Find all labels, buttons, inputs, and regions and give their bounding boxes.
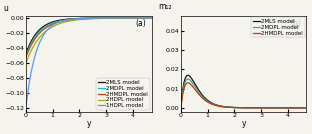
- 2HMDPL model: [119, 17, 122, 19]
- 2MLS model: [81, 18, 85, 19]
- Line: 2MLS model: 2MLS model: [26, 18, 152, 54]
- 2HDPL model: [98, 18, 102, 19]
- 2MLS model: [108, 17, 112, 19]
- 2MLS model: [56, 20, 60, 21]
- 2MDPL model: [81, 18, 85, 19]
- 2MDPL model: [236, 107, 240, 108]
- 2MLS model: [236, 107, 240, 108]
- 2HMDPL model: [202, 98, 205, 100]
- Y-axis label: u: u: [3, 4, 8, 13]
- Text: (a): (a): [136, 19, 147, 28]
- 2MDPL model: [24, 55, 28, 56]
- Legend: 2MLS model, 2MDPL model, 2HMDPL model, 2HDPL model, 1HDPL model: 2MLS model, 2MDPL model, 2HMDPL model, 2…: [96, 78, 150, 110]
- 2HDPL model: [150, 17, 154, 19]
- Line: 2HDPL model: 2HDPL model: [26, 18, 152, 63]
- Line: 2MLS model: 2MLS model: [181, 75, 306, 108]
- Line: 1HDPL model: 1HDPL model: [26, 18, 152, 106]
- 2MLS model: [305, 107, 308, 109]
- 2MDPL model: [186, 78, 190, 80]
- 2MLS model: [119, 17, 122, 19]
- 2HMDPL model: [236, 107, 240, 108]
- X-axis label: y: y: [86, 119, 91, 129]
- 2HMDPL model: [98, 17, 102, 19]
- 1HDPL model: [119, 17, 122, 19]
- 2HDPL model: [24, 62, 28, 64]
- 2HDPL model: [119, 17, 122, 19]
- 2MLS model: [212, 103, 215, 105]
- 2MDPL model: [212, 103, 215, 105]
- 1HDPL model: [24, 106, 28, 107]
- 2MDPL model: [98, 17, 102, 19]
- 2HMDPL model: [56, 21, 60, 23]
- 2MDPL model: [179, 107, 183, 109]
- 2MLS model: [46, 23, 50, 25]
- 2HMDPL model: [24, 56, 28, 58]
- 1HDPL model: [108, 17, 112, 19]
- 2MLS model: [98, 17, 102, 19]
- 2HDPL model: [81, 18, 85, 20]
- 2MLS model: [24, 53, 28, 55]
- 2HDPL model: [56, 23, 60, 25]
- Line: 2MDPL model: 2MDPL model: [181, 79, 306, 108]
- 2MDPL model: [56, 21, 60, 22]
- 1HDPL model: [150, 17, 154, 19]
- 2HMDPL model: [186, 82, 190, 84]
- 2MDPL model: [150, 17, 154, 19]
- 2MDPL model: [263, 107, 267, 109]
- Line: 2HMDPL model: 2HMDPL model: [26, 18, 152, 57]
- 2HMDPL model: [305, 107, 308, 109]
- 2MDPL model: [46, 24, 50, 26]
- 2HMDPL model: [108, 17, 112, 19]
- X-axis label: y: y: [241, 119, 246, 129]
- Line: 2MDPL model: 2MDPL model: [26, 18, 152, 55]
- 2MDPL model: [119, 17, 122, 19]
- 2MLS model: [202, 95, 205, 97]
- 2MDPL model: [108, 17, 112, 19]
- 2HMDPL model: [81, 18, 85, 20]
- 1HDPL model: [98, 17, 102, 19]
- Text: (b): (b): [290, 19, 301, 28]
- 2HDPL model: [108, 17, 112, 19]
- 2HMDPL model: [212, 104, 215, 106]
- 2MLS model: [274, 107, 277, 109]
- 1HDPL model: [46, 28, 50, 30]
- 1HDPL model: [56, 21, 60, 23]
- 1HDPL model: [81, 18, 85, 19]
- 2MLS model: [150, 17, 154, 19]
- 2MLS model: [263, 107, 267, 109]
- 2MDPL model: [202, 97, 205, 98]
- 2HMDPL model: [263, 107, 267, 109]
- Line: 2HMDPL model: 2HMDPL model: [181, 83, 306, 108]
- 2MDPL model: [274, 107, 277, 109]
- 2HMDPL model: [150, 17, 154, 19]
- 2MDPL model: [305, 107, 308, 109]
- 2HDPL model: [46, 29, 50, 30]
- 2HMDPL model: [46, 26, 50, 27]
- Legend: 2MLS model, 2MDPL model, 2HMDPL model: 2MLS model, 2MDPL model, 2HMDPL model: [251, 17, 305, 37]
- 2MDPL model: [253, 107, 257, 109]
- 2MLS model: [186, 75, 190, 76]
- 2HMDPL model: [274, 107, 277, 109]
- 2HMDPL model: [179, 107, 183, 109]
- 2MLS model: [179, 107, 183, 109]
- 2HMDPL model: [253, 107, 257, 109]
- Y-axis label: m₁₂: m₁₂: [158, 2, 171, 11]
- 2MLS model: [253, 107, 257, 109]
